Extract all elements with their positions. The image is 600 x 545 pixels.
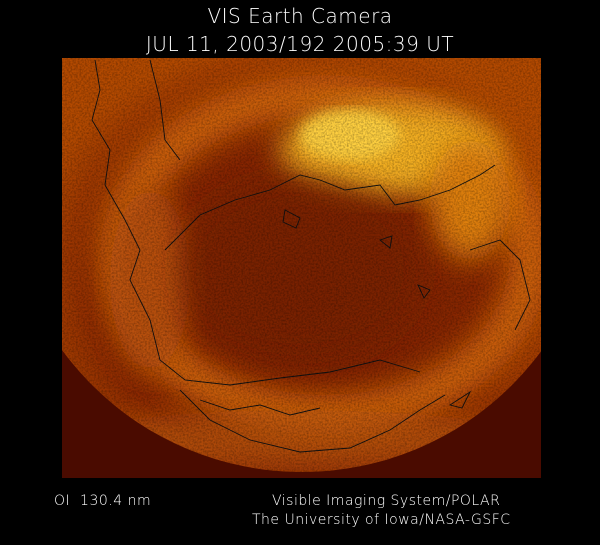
credit-line: Visible Imaging System/POLAR [272, 493, 501, 509]
wavelength: OI 130.4 nm [54, 493, 152, 509]
image-frame [62, 58, 541, 478]
timestamp: JUL 11, 2003/192 2005:39 UT [145, 32, 455, 56]
title: VIS Earth Camera [207, 4, 393, 28]
credit-line: The University of Iowa/NASA-GSFC [252, 512, 511, 528]
